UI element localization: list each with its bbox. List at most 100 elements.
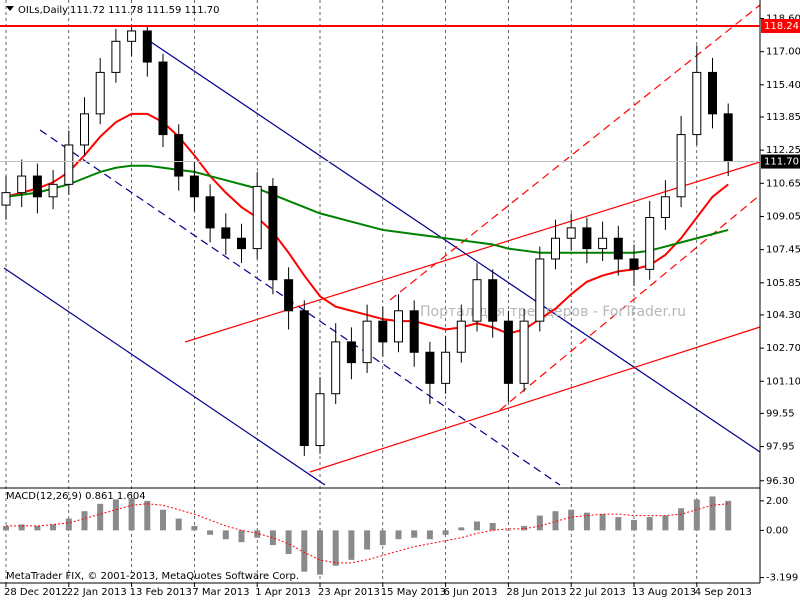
candle [409, 300, 419, 367]
y-tick-label: 117.00 [766, 47, 800, 58]
candle-body [660, 196, 670, 219]
macd-bar [442, 530, 449, 535]
candle-body [535, 258, 545, 322]
y-tick-label: 0.00 [766, 525, 788, 536]
candle-body [80, 113, 89, 146]
candle [158, 53, 168, 148]
x-tick-label: 13 Aug 2013 [632, 587, 696, 598]
macd-bar [97, 503, 104, 531]
macd-bar [207, 530, 214, 535]
candle [268, 178, 278, 295]
macd-bar [505, 530, 512, 531]
macd-bar [631, 520, 637, 531]
macd-bar [662, 515, 669, 531]
candle [582, 217, 592, 264]
y-tick-label: 96.30 [766, 476, 795, 487]
macd-bar [583, 512, 590, 531]
chart-title: OILs,Daily [18, 5, 68, 16]
x-tick-label: 7 Mar 2013 [192, 587, 249, 598]
x-tick-label: 4 Sep 2013 [695, 587, 752, 598]
candle-body [645, 217, 655, 270]
macd-bar [474, 521, 480, 531]
x-tick-label: 22 Jan 2013 [67, 587, 127, 598]
trend-line [389, 4, 761, 301]
watermark: Портал для трейдеров - ForTrader.ru [420, 304, 686, 320]
candle [1, 176, 11, 220]
candle-body [378, 320, 388, 343]
price-level-box [761, 154, 800, 169]
candle-body [32, 175, 42, 198]
menu-icon[interactable] [6, 6, 14, 11]
candle-body [284, 279, 294, 312]
candle [535, 246, 545, 332]
macd-bar [238, 530, 245, 543]
candle-body [331, 341, 341, 395]
x-tick-label: 23 Apr 2013 [318, 587, 380, 598]
macd-bar [411, 530, 418, 538]
chart-ohlc: 111.72 111.78 111.59 111.70 [70, 5, 220, 16]
candle-body [362, 320, 372, 364]
candle-body [441, 351, 451, 384]
y-tick-label: 104.30 [766, 310, 800, 321]
candle-body [64, 144, 74, 185]
y-tick-label: 99.55 [766, 408, 795, 419]
macd-bar [395, 530, 402, 540]
candle [174, 124, 184, 191]
candle [64, 130, 74, 195]
candle-body [425, 351, 435, 384]
candle [189, 161, 199, 212]
candle-body [692, 71, 702, 136]
candle [299, 300, 309, 456]
footer: MetaTrader FIX, © 2001-2013, MetaQuotes … [6, 571, 299, 582]
macd-bar [568, 509, 575, 531]
candle [456, 304, 466, 363]
macd-bar [521, 525, 528, 531]
price-level-label: 118.24 [764, 21, 799, 32]
candle [660, 180, 670, 230]
macd-bar [34, 525, 41, 531]
candle [346, 327, 356, 380]
macd-bar [285, 530, 292, 554]
candle-body [95, 71, 105, 115]
candle-body [252, 185, 262, 250]
macd-bar [50, 524, 57, 531]
candle [17, 159, 27, 208]
y-tick-label: 107.45 [766, 245, 800, 256]
macd-bar [332, 530, 339, 566]
macd-bar [175, 518, 182, 531]
candle [237, 223, 246, 264]
macd-bar [81, 511, 88, 531]
candle [629, 244, 639, 286]
macd-bar [222, 530, 229, 540]
candle-body [488, 279, 498, 322]
candle-body [315, 393, 325, 447]
macd-title: MACD(12,26,9) 0.861 1.604 [6, 491, 146, 502]
macd-bar [364, 530, 371, 550]
candle [142, 26, 152, 77]
macd-bar [191, 525, 198, 531]
candle [331, 323, 341, 405]
trend-line [184, 161, 761, 343]
candle [362, 304, 372, 373]
macd-bar [379, 530, 386, 546]
candle [378, 306, 388, 357]
candle-body [598, 237, 608, 250]
x-tick-label: 15 May 2013 [381, 587, 446, 598]
candle [127, 24, 137, 56]
trend-line [309, 326, 761, 473]
candle-body [566, 227, 576, 239]
macd-bar [458, 527, 465, 531]
trend-line [147, 39, 761, 453]
candle-body [394, 310, 403, 343]
candle [551, 219, 560, 270]
candle [32, 163, 42, 214]
grid [5, 0, 698, 583]
macd-bar [18, 524, 25, 531]
candle [252, 171, 262, 259]
candle-body [158, 61, 168, 136]
candle [80, 97, 89, 156]
candle-body [551, 237, 560, 260]
candle [708, 57, 717, 129]
candle [441, 335, 451, 394]
x-tick-label: 28 Dec 2012 [4, 587, 68, 598]
